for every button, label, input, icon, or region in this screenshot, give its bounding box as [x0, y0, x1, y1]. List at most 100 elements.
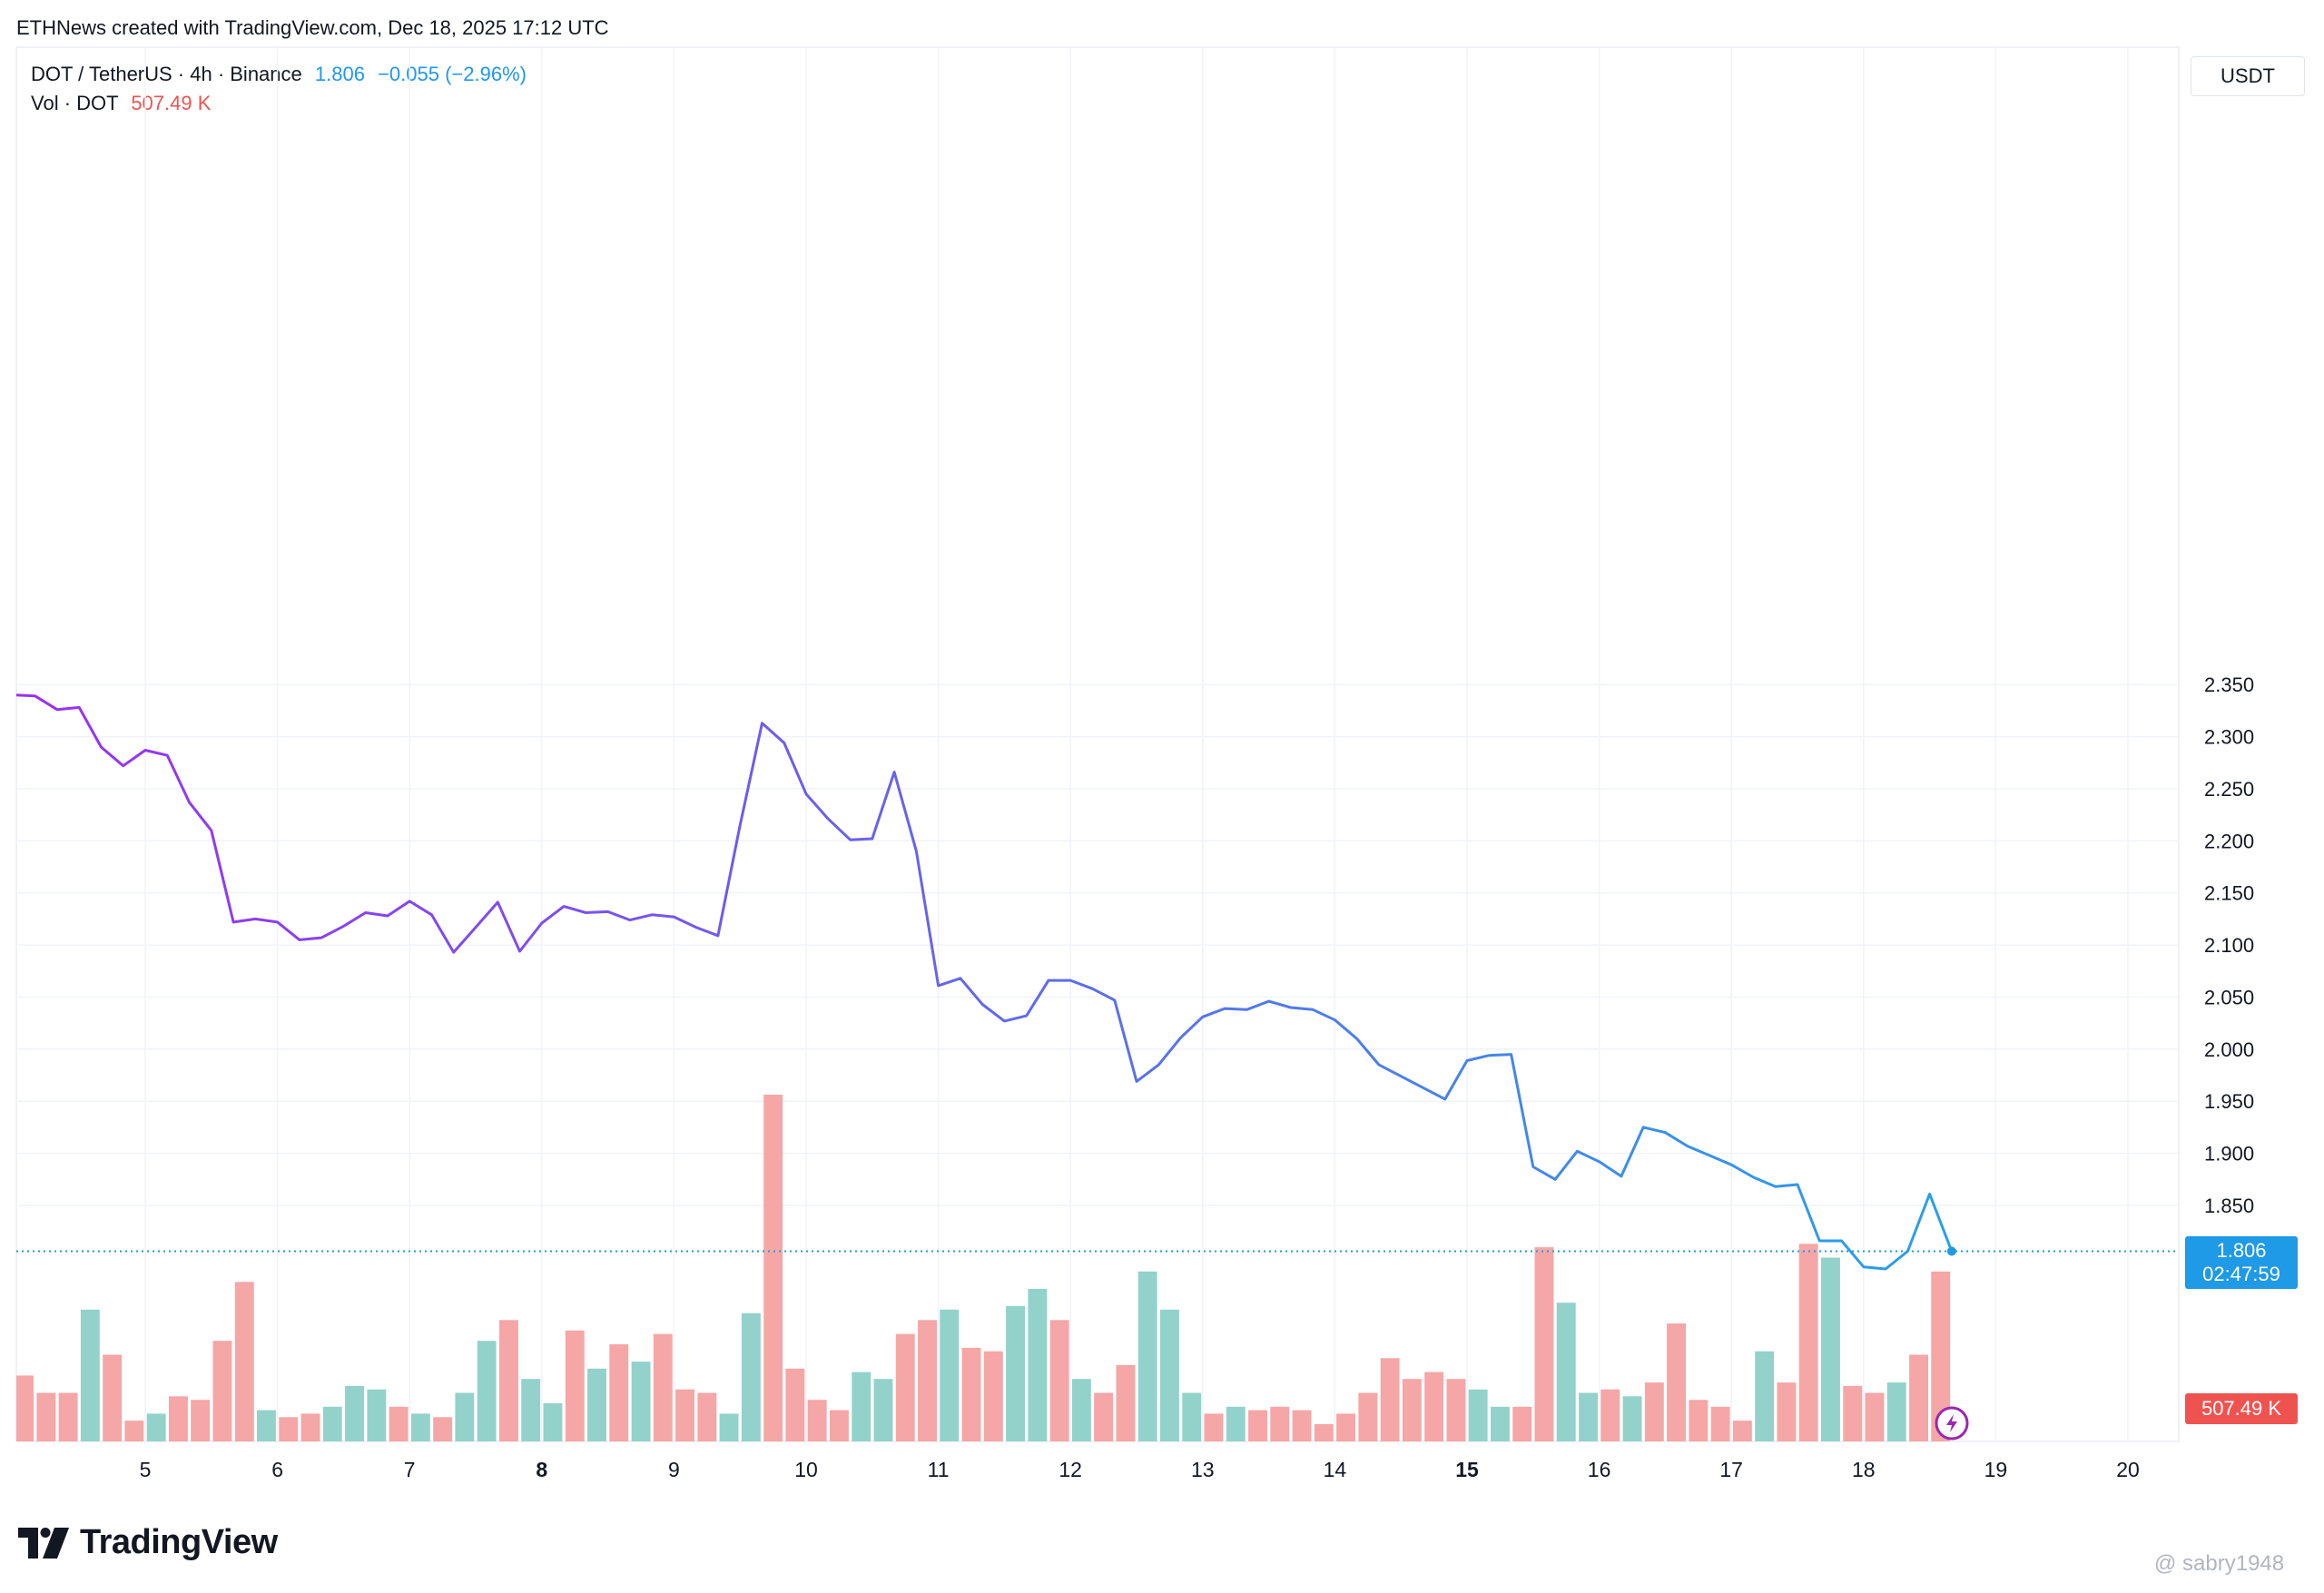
price-tick-5: 2.100 [2204, 934, 2254, 957]
date-tick-13: 13 [1191, 1458, 1215, 1481]
volume-bar-54 [1204, 1413, 1224, 1441]
lightning-icon[interactable] [1935, 1406, 1969, 1441]
volume-bar-82 [1821, 1257, 1840, 1441]
volume-bar-65 [1446, 1379, 1466, 1441]
volume-bar-1 [36, 1392, 56, 1441]
date-tick-19: 19 [1984, 1458, 2008, 1481]
last-price: 1.806 [314, 63, 365, 85]
date-tick-11: 11 [928, 1458, 950, 1481]
date-tick-14: 14 [1324, 1458, 1347, 1481]
volume-bar-59 [1314, 1423, 1334, 1441]
volume-bar-25 [565, 1330, 585, 1441]
volume-bar-8 [191, 1400, 211, 1441]
volume-bar-46 [1028, 1288, 1048, 1441]
date-tick-6: 6 [271, 1458, 283, 1481]
volume-bar-76 [1689, 1400, 1709, 1441]
volume-bar-19 [433, 1417, 453, 1441]
bar-countdown: 02:47:59 [2202, 1263, 2280, 1286]
watermark: @ sabry1948 [2154, 1551, 2285, 1576]
volume-bar-14 [322, 1406, 342, 1441]
volume-bar-73 [1622, 1396, 1642, 1441]
volume-bar-49 [1094, 1392, 1114, 1441]
volume-bars [16, 1095, 1951, 1441]
volume-bar-34 [763, 1095, 783, 1441]
tradingview-logo[interactable]: TradingView [18, 1523, 278, 1562]
last-price-dot [1946, 1246, 1956, 1256]
volume-bar-7 [169, 1396, 188, 1441]
volume-bar-26 [587, 1368, 606, 1441]
price-tick-4: 2.050 [2204, 986, 2254, 1008]
volume-legend[interactable]: Vol · DOT 507.49 K [31, 92, 211, 115]
volume-bar-29 [653, 1333, 673, 1441]
volume-bar-72 [1600, 1389, 1620, 1441]
price-axis: 1.850 1.900 1.950 2.000 2.050 2.100 2.150 2.200… [2204, 674, 2254, 1217]
volume-bar-11 [257, 1410, 276, 1441]
volume-bar-31 [697, 1392, 717, 1441]
volume-bar-60 [1336, 1413, 1355, 1441]
price-tick-6: 2.150 [2204, 882, 2254, 905]
volume-bar-23 [521, 1379, 541, 1441]
volume-value: 507.49 K [131, 92, 212, 114]
volume-bar-50 [1116, 1365, 1136, 1441]
volume-bar-21 [477, 1341, 497, 1441]
tradingview-logo-icon [18, 1527, 69, 1559]
volume-bar-87 [1931, 1271, 1951, 1441]
date-tick-9: 9 [668, 1458, 680, 1481]
price-change: −0.055 (−2.96%) [378, 63, 527, 85]
volume-bar-45 [1006, 1306, 1025, 1441]
volume-bar-67 [1491, 1406, 1510, 1441]
volume-bar-83 [1843, 1385, 1863, 1441]
volume-bar-33 [741, 1313, 761, 1441]
date-tick-18: 18 [1852, 1458, 1876, 1481]
volume-bar-0 [16, 1375, 34, 1441]
price-tick-1: 1.900 [2204, 1143, 2254, 1165]
volume-bar-17 [389, 1406, 409, 1441]
price-tick-8: 2.250 [2204, 778, 2254, 801]
volume-bar-75 [1667, 1323, 1686, 1441]
volume-bar-63 [1402, 1379, 1422, 1441]
volume-bar-36 [807, 1400, 827, 1441]
volume-bar-12 [279, 1417, 299, 1441]
volume-bar-2 [58, 1392, 78, 1441]
volume-bar-81 [1798, 1244, 1818, 1441]
volume-bar-35 [785, 1368, 805, 1441]
date-tick-17: 17 [1719, 1458, 1743, 1481]
volume-bar-28 [631, 1362, 651, 1441]
currency-unit-button[interactable]: USDT [2191, 56, 2305, 96]
price-tick-9: 2.300 [2204, 726, 2254, 749]
volume-bar-79 [1755, 1351, 1775, 1441]
price-tick-10: 2.350 [2204, 674, 2254, 696]
price-tick-7: 2.200 [2204, 830, 2254, 852]
volume-bar-55 [1226, 1406, 1246, 1441]
volume-bar-13 [300, 1413, 320, 1441]
volume-bar-69 [1534, 1247, 1554, 1441]
volume-bar-18 [410, 1413, 430, 1441]
date-tick-12: 12 [1059, 1458, 1082, 1481]
volume-bar-85 [1886, 1382, 1906, 1441]
date-tick-20: 20 [2116, 1458, 2140, 1481]
volume-bar-56 [1248, 1410, 1267, 1441]
price-tick-2: 1.950 [2204, 1090, 2254, 1113]
volume-bar-77 [1710, 1406, 1730, 1441]
date-tick-15: 15 [1455, 1458, 1479, 1481]
logo-text: TradingView [80, 1523, 278, 1561]
volume-bar-84 [1865, 1392, 1885, 1441]
price-tick-3: 2.000 [2204, 1038, 2254, 1061]
symbol-legend[interactable]: DOT / TetherUS · 4h · Binance 1.806 −0.0… [31, 63, 527, 86]
date-tick-8: 8 [536, 1458, 547, 1481]
volume-bar-48 [1071, 1379, 1091, 1441]
volume-bar-3 [80, 1309, 100, 1441]
volume-bar-52 [1160, 1309, 1179, 1441]
volume-bar-66 [1468, 1389, 1488, 1441]
volume-bar-47 [1049, 1320, 1069, 1441]
volume-bar-43 [961, 1347, 981, 1441]
time-axis: 5 6 7 8 9 10 11 12 13 14 15 16 17 18 19 20 [140, 1458, 2140, 1481]
current-price-value: 1.806 [2216, 1239, 2267, 1263]
volume-bar-24 [543, 1403, 563, 1441]
volume-bar-37 [830, 1410, 849, 1441]
volume-bar-9 [212, 1341, 232, 1441]
price-line [15, 693, 1954, 1271]
volume-bar-58 [1292, 1410, 1312, 1441]
volume-bar-30 [675, 1389, 694, 1441]
